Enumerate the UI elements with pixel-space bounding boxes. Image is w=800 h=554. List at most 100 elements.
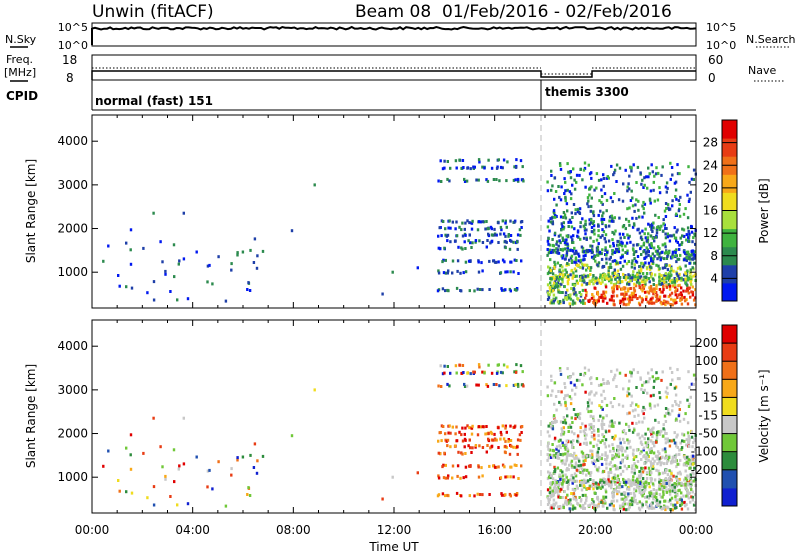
velocity-cell (548, 471, 552, 475)
velocity-cell (117, 479, 120, 482)
power-cell (569, 248, 572, 252)
power-cell (678, 243, 681, 247)
velocity-cell (674, 459, 677, 463)
power-cell (519, 233, 522, 237)
velocity-cell (618, 481, 622, 484)
power-cell (446, 239, 449, 243)
power-cell (129, 248, 132, 252)
power-cell (584, 232, 587, 236)
power-cell (685, 252, 688, 256)
power-cell (612, 294, 615, 298)
power-cell (647, 261, 651, 265)
velocity-cell (486, 444, 489, 447)
velocity-colorbar-label: Velocity [m s⁻¹] (757, 369, 771, 462)
power-cell (639, 171, 642, 175)
power-cell (655, 293, 659, 297)
power-cell (666, 203, 670, 207)
velocity-cell (611, 422, 614, 426)
velocity-cell (633, 468, 636, 472)
velocity-cell (512, 475, 515, 479)
power-cell (570, 259, 574, 263)
velocity-cell (579, 465, 582, 469)
velocity-cell (570, 474, 573, 478)
power-cell (561, 236, 564, 240)
power-cell (513, 165, 516, 169)
power-cell (690, 290, 693, 294)
power-cell (598, 280, 601, 284)
power-cell (576, 281, 579, 285)
velocity-cell (626, 454, 629, 458)
velocity-cell (500, 433, 503, 437)
velocity-cell (692, 479, 695, 483)
power-heatmap (102, 158, 697, 307)
velocity-cell (665, 386, 669, 390)
velocity-cell (641, 494, 644, 498)
velocity-cell (688, 437, 691, 441)
velocity-cell (632, 482, 636, 486)
power-cell (637, 199, 640, 203)
power-cell (560, 282, 563, 286)
velocity-cell (474, 444, 478, 447)
velocity-cell (656, 430, 659, 434)
velocity-cell (564, 501, 567, 505)
power-cell (547, 296, 551, 300)
power-cell (666, 232, 669, 236)
power-cell (455, 286, 459, 290)
velocity-cell (559, 477, 562, 481)
velocity-cell (668, 456, 671, 460)
power-cell (572, 287, 575, 291)
power-cell (602, 264, 605, 268)
power-cell (582, 279, 586, 283)
power-cell (648, 198, 652, 202)
velocity-cell (455, 439, 459, 443)
velocity-cell (628, 428, 631, 432)
velocity-cell (555, 447, 558, 451)
velocity-cell (656, 462, 659, 466)
velocity-cell (557, 482, 560, 486)
velocity-cell (479, 425, 482, 429)
power-cell (559, 272, 562, 276)
power-cell (634, 259, 638, 263)
power-cell (573, 301, 576, 305)
power-cell (182, 257, 186, 261)
y-tick-label: 4000 (57, 339, 88, 353)
velocity-cell (604, 453, 607, 457)
power-cell (657, 264, 660, 268)
velocity-cell (607, 474, 610, 478)
power-cell (615, 294, 619, 298)
velocity-cell (611, 443, 614, 447)
velocity-cell (461, 426, 464, 430)
power-cell (651, 230, 654, 233)
velocity-cell (613, 473, 616, 477)
power-cell (461, 234, 465, 238)
power-cell (554, 190, 558, 193)
power-cell (575, 293, 578, 297)
velocity-cell (682, 433, 686, 437)
power-cell (487, 158, 490, 162)
power-cell (562, 221, 565, 225)
power-cell (605, 257, 608, 261)
power-cell (691, 257, 695, 261)
power-cell (688, 270, 692, 274)
velocity-cell (658, 487, 661, 491)
velocity-cell (650, 480, 653, 484)
power-cell (636, 165, 640, 169)
velocity-cell (631, 464, 634, 468)
velocity-cell (578, 504, 582, 508)
power-cell (608, 219, 611, 223)
velocity-cell (592, 444, 595, 448)
velocity-cell (605, 480, 608, 483)
power-cell (590, 251, 593, 255)
velocity-cell (634, 464, 638, 468)
velocity-cell (436, 494, 440, 498)
velocity-cell (658, 480, 661, 484)
power-cell (622, 182, 625, 186)
power-cell (437, 179, 440, 183)
velocity-cell (506, 365, 509, 369)
power-cell (685, 289, 688, 293)
velocity-cell (471, 446, 474, 450)
velocity-cell (628, 501, 632, 505)
velocity-cell (645, 444, 648, 448)
velocity-cell (666, 473, 670, 477)
